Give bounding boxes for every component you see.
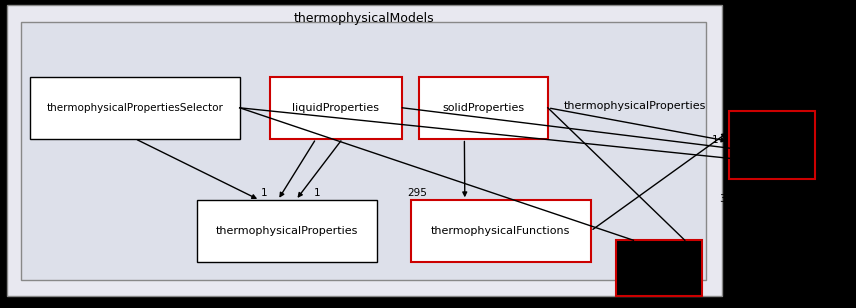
Text: solidProperties: solidProperties xyxy=(443,103,525,113)
Text: 1: 1 xyxy=(711,135,718,145)
Text: thermophysicalPropertiesSelector: thermophysicalPropertiesSelector xyxy=(46,103,223,113)
Text: thermophysicalFunctions: thermophysicalFunctions xyxy=(431,226,570,236)
Text: thermophysicalProperties: thermophysicalProperties xyxy=(216,226,358,236)
Text: thermophysicalProperties: thermophysicalProperties xyxy=(563,101,705,111)
Bar xyxy=(411,200,591,262)
Text: 3: 3 xyxy=(719,194,726,204)
Bar xyxy=(30,77,240,139)
Bar xyxy=(419,77,548,139)
Text: 1: 1 xyxy=(260,188,267,197)
Bar xyxy=(197,200,377,262)
Text: 295: 295 xyxy=(407,188,427,197)
Bar xyxy=(7,5,722,296)
Text: liquidProperties: liquidProperties xyxy=(293,103,379,113)
Bar xyxy=(270,77,402,139)
Bar xyxy=(729,111,815,179)
Text: thermophysicalModels: thermophysicalModels xyxy=(294,12,435,25)
Text: 1: 1 xyxy=(313,188,320,197)
Bar xyxy=(616,240,702,296)
Bar xyxy=(21,22,706,280)
